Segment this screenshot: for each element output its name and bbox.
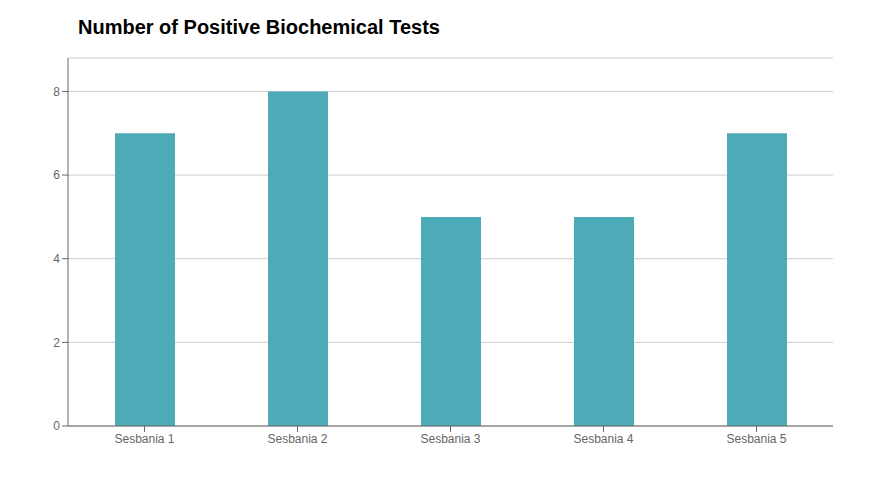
svg-text:Sesbania 3: Sesbania 3 [420, 432, 480, 446]
svg-text:Sesbania 5: Sesbania 5 [726, 432, 786, 446]
svg-text:8: 8 [53, 85, 60, 99]
svg-text:4: 4 [53, 252, 60, 266]
html-text:Number of Positive Biochemical: Number of Positive Biochemical Tests [78, 16, 440, 38]
svg-text:2: 2 [53, 336, 60, 350]
svg-text:6: 6 [53, 168, 60, 182]
svg-text:Sesbania 2: Sesbania 2 [267, 432, 327, 446]
svg-text:Sesbania 4: Sesbania 4 [573, 432, 633, 446]
svg-text:Sesbania 1: Sesbania 1 [114, 432, 174, 446]
svg-text:0: 0 [53, 419, 60, 433]
